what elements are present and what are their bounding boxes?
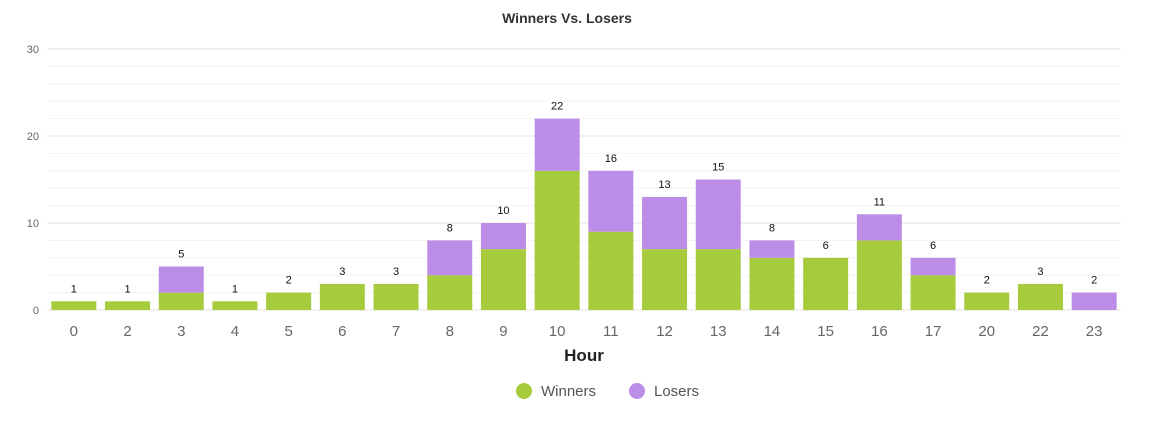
legend: Winners Losers xyxy=(516,383,699,400)
data-label: 3 xyxy=(393,266,399,278)
bar-winners-8[interactable] xyxy=(427,275,473,310)
data-label: 2 xyxy=(1091,275,1097,287)
bar-winners-14[interactable] xyxy=(749,257,795,310)
data-label: 2 xyxy=(984,275,990,287)
y-tick-label: 30 xyxy=(27,44,39,56)
x-tick-label: 7 xyxy=(392,323,400,340)
x-tick-label: 4 xyxy=(231,323,239,340)
bar-winners-6[interactable] xyxy=(319,283,365,310)
x-tick-label: 5 xyxy=(284,323,292,340)
y-tick-label: 0 xyxy=(33,305,39,317)
x-tick-label: 16 xyxy=(871,323,888,340)
bar-losers-17[interactable] xyxy=(910,257,956,276)
x-tick-label: 2 xyxy=(123,323,131,340)
bar-winners-13[interactable] xyxy=(695,249,741,310)
legend-item-losers[interactable]: Losers xyxy=(629,383,699,400)
bar-winners-5[interactable] xyxy=(266,292,312,310)
bar-winners-0[interactable] xyxy=(51,301,97,310)
bar-winners-20[interactable] xyxy=(964,292,1010,310)
bar-winners-7[interactable] xyxy=(373,283,419,310)
bar-winners-11[interactable] xyxy=(588,231,634,310)
bar-winners-15[interactable] xyxy=(803,257,849,310)
x-tick-label: 8 xyxy=(446,323,454,340)
bar-losers-16[interactable] xyxy=(856,214,902,241)
x-tick-label: 22 xyxy=(1032,323,1049,340)
legend-label: Winners xyxy=(541,383,596,400)
bar-losers-10[interactable] xyxy=(534,118,580,171)
chart-title: Winners Vs. Losers xyxy=(502,10,632,26)
grid xyxy=(47,48,1121,311)
data-label: 16 xyxy=(605,153,617,165)
x-tick-label: 20 xyxy=(978,323,995,340)
x-axis-title: Hour xyxy=(564,346,604,365)
bar-winners-12[interactable] xyxy=(642,249,688,310)
x-tick-label: 10 xyxy=(549,323,566,340)
x-tick-label: 0 xyxy=(70,323,78,340)
x-tick-label: 11 xyxy=(603,323,619,340)
x-tick-label: 6 xyxy=(338,323,346,340)
data-label: 22 xyxy=(551,101,563,113)
bar-losers-12[interactable] xyxy=(642,196,688,250)
x-tick-label: 12 xyxy=(656,323,673,340)
data-label: 11 xyxy=(874,196,885,208)
x-tick-label: 17 xyxy=(925,323,942,340)
data-label: 2 xyxy=(286,275,292,287)
bar-losers-8[interactable] xyxy=(427,240,473,276)
data-label: 10 xyxy=(497,205,509,217)
data-label: 3 xyxy=(339,266,345,278)
bar-winners-2[interactable] xyxy=(105,301,151,310)
bars xyxy=(51,118,1117,310)
bar-winners-4[interactable] xyxy=(212,301,258,310)
bar-losers-13[interactable] xyxy=(695,179,741,250)
x-tick-label: 15 xyxy=(817,323,834,340)
x-tick-label: 13 xyxy=(710,323,727,340)
legend-marker xyxy=(629,383,645,399)
data-label: 8 xyxy=(769,222,775,234)
bar-losers-9[interactable] xyxy=(480,223,526,250)
bar-winners-17[interactable] xyxy=(910,275,956,310)
bar-winners-10[interactable] xyxy=(534,170,580,310)
bar-losers-11[interactable] xyxy=(588,170,634,232)
data-label: 1 xyxy=(71,283,77,295)
bar-winners-16[interactable] xyxy=(856,240,902,310)
x-axis: 0 2 3 4 5 6 7 8 9 10 11 12 13 14 15 16 17 20 22 23 xyxy=(70,323,1103,340)
bar-winners-3[interactable] xyxy=(158,292,204,310)
data-label: 15 xyxy=(712,162,724,174)
bar-losers-14[interactable] xyxy=(749,240,795,258)
data-label: 6 xyxy=(823,240,829,252)
data-label: 1 xyxy=(124,283,130,295)
data-label: 3 xyxy=(1037,266,1043,278)
legend-item-winners[interactable]: Winners xyxy=(516,383,596,400)
x-tick-label: 9 xyxy=(499,323,507,340)
bar-winners-9[interactable] xyxy=(480,249,526,310)
data-label: 5 xyxy=(178,249,184,261)
data-label: 8 xyxy=(447,222,453,234)
data-label: 1 xyxy=(232,283,238,295)
legend-label: Losers xyxy=(654,383,699,400)
y-axis: 0 10 20 30 xyxy=(27,44,39,317)
x-tick-label: 14 xyxy=(764,323,781,340)
legend-marker xyxy=(516,383,532,399)
bar-winners-22[interactable] xyxy=(1017,283,1063,310)
y-tick-label: 20 xyxy=(27,131,39,143)
data-label: 13 xyxy=(658,179,670,191)
data-label: 6 xyxy=(930,240,936,252)
bar-losers-23[interactable] xyxy=(1071,292,1117,310)
y-tick-label: 10 xyxy=(27,218,39,230)
bar-losers-3[interactable] xyxy=(158,266,204,293)
x-tick-label: 3 xyxy=(177,323,185,340)
x-tick-label: 23 xyxy=(1086,323,1103,340)
